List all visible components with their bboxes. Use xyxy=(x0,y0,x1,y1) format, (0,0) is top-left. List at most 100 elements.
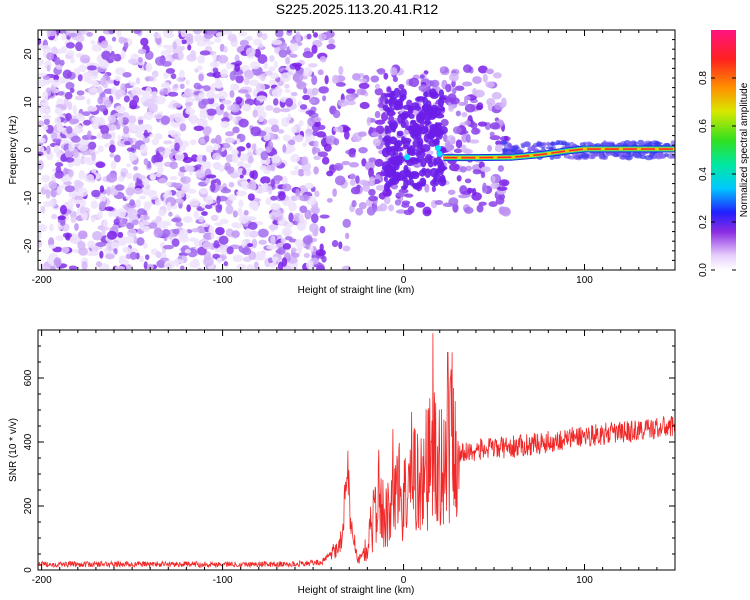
heatmap-cell xyxy=(109,144,116,150)
heatmap-cell xyxy=(203,32,214,39)
heatmap-cell xyxy=(164,190,173,199)
heatmap-cell xyxy=(260,176,271,185)
heatmap-cell xyxy=(159,257,170,262)
heatmap-cell xyxy=(153,114,163,120)
heatmap-cell xyxy=(395,209,407,214)
heatmap-cell xyxy=(256,82,266,93)
heatmap-cell xyxy=(125,187,135,196)
heatmap-cell xyxy=(372,138,382,147)
heatmap-cell xyxy=(358,146,368,154)
heatmap-cell xyxy=(170,131,182,138)
heatmap-cell xyxy=(520,142,530,147)
heatmap-cell xyxy=(346,88,356,94)
heatmap-cell xyxy=(171,238,180,247)
heatmap-cell xyxy=(303,252,310,259)
heatmap-cell xyxy=(424,183,430,193)
heatmap-cell xyxy=(291,126,298,134)
heatmap-cell xyxy=(309,245,314,253)
heatmap-cell xyxy=(461,81,473,87)
heatmap-cell xyxy=(399,94,407,101)
heatmap-cell xyxy=(235,74,244,84)
heatmap-cell xyxy=(65,112,72,122)
heatmap-cell xyxy=(60,46,68,54)
heatmap-cell xyxy=(288,201,297,212)
heatmap-cell xyxy=(131,219,139,226)
heatmap-cell xyxy=(153,153,164,164)
heatmap-cell xyxy=(311,87,319,96)
heatmap-cell xyxy=(54,162,64,167)
heatmap-cell xyxy=(229,64,235,69)
heatmap-cell xyxy=(190,115,197,125)
heatmap-cell xyxy=(38,224,48,233)
heatmap-cell xyxy=(225,204,234,215)
heatmap-cell xyxy=(193,125,204,132)
heatmap-cell xyxy=(296,81,307,90)
heatmap-cell xyxy=(180,30,187,38)
heatmap-cell xyxy=(56,185,63,195)
heatmap-cell xyxy=(123,41,129,50)
heatmap-cell xyxy=(388,166,397,174)
heatmap-cell xyxy=(388,172,398,179)
heatmap-cell xyxy=(138,195,147,200)
heatmap-cell xyxy=(125,195,133,200)
heatmap-cell xyxy=(190,50,196,59)
heatmap-cell xyxy=(409,179,415,187)
heatmap-cell xyxy=(302,51,314,59)
heatmap-cell xyxy=(74,158,82,166)
heatmap-cell xyxy=(270,195,278,201)
heatmap-cell xyxy=(202,126,211,136)
heatmap-cell xyxy=(205,108,217,116)
heatmap-cell xyxy=(91,116,103,123)
heatmap-cell xyxy=(282,134,291,142)
heatmap-cell xyxy=(366,116,371,126)
heatmap-cell xyxy=(72,148,79,158)
heatmap-cell xyxy=(46,145,51,155)
heatmap-cell xyxy=(427,107,436,117)
heatmap-cell xyxy=(312,230,318,237)
heatmap-cell xyxy=(78,64,87,73)
heatmap-cell xyxy=(143,242,148,249)
heatmap-cell xyxy=(374,119,386,125)
heatmap-cell xyxy=(61,246,70,254)
heatmap-cell xyxy=(454,85,465,91)
heatmap-cell xyxy=(173,182,183,190)
heatmap-cell xyxy=(482,182,487,193)
heatmap-cell xyxy=(232,126,240,134)
heatmap-cell xyxy=(172,102,182,108)
heatmap-cell xyxy=(132,235,138,244)
heatmap-cell xyxy=(295,31,301,42)
heatmap-cell xyxy=(205,161,212,170)
heatmap-cell xyxy=(198,215,205,223)
heatmap-cell xyxy=(95,241,107,247)
heatmap-cell xyxy=(127,228,137,238)
heatmap-cell xyxy=(237,207,243,217)
heatmap-cell xyxy=(129,81,137,87)
heatmap-cell xyxy=(239,174,244,179)
heatmap-cell xyxy=(447,189,456,195)
heatmap-cell xyxy=(344,232,350,240)
heatmap-cell xyxy=(186,165,195,172)
heatmap-cell xyxy=(271,124,280,133)
y-tick-label: 200 xyxy=(23,497,34,514)
heatmap-cell xyxy=(79,54,91,64)
heatmap-cell xyxy=(57,91,65,96)
heatmap-cell xyxy=(160,115,170,125)
heatmap-cell xyxy=(72,104,77,115)
heatmap-cell xyxy=(332,188,337,197)
heatmap-cell xyxy=(212,152,221,161)
x-tick-label: 0 xyxy=(401,575,407,586)
heatmap-cell xyxy=(166,201,172,212)
heatmap-cell xyxy=(527,145,532,151)
heatmap-cell xyxy=(42,91,49,101)
heatmap-cell xyxy=(374,87,383,96)
heatmap-cell xyxy=(284,83,290,89)
heatmap-cell xyxy=(205,174,217,179)
heatmap-cell xyxy=(243,210,249,216)
heatmap-cell xyxy=(58,76,66,85)
heatmap-cell xyxy=(248,79,260,87)
heatmap-cell xyxy=(74,95,86,101)
heatmap-cell xyxy=(664,152,669,157)
heatmap-cell xyxy=(114,265,126,270)
heatmap-cell xyxy=(324,75,329,85)
heatmap-cell xyxy=(355,175,360,184)
